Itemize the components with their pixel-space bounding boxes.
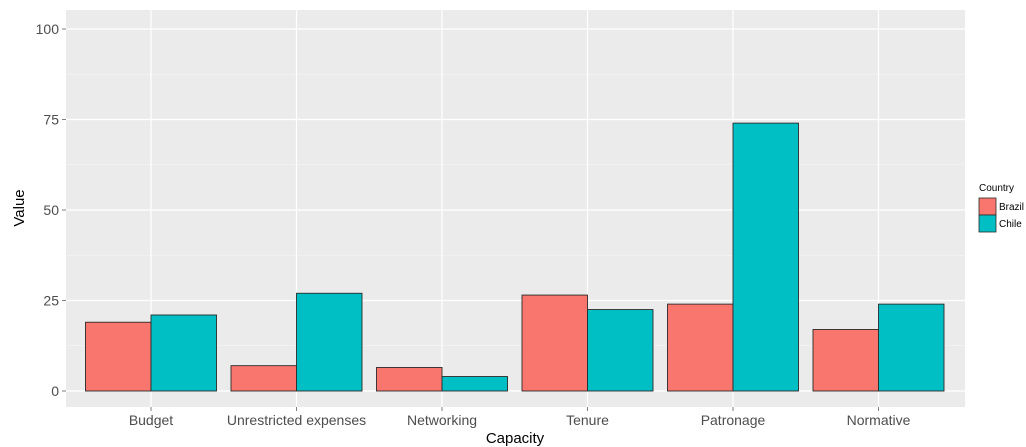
bar-brazil-normative	[812, 329, 879, 392]
bar-brazil-budget	[85, 321, 152, 392]
legend-key-brazil	[978, 197, 997, 216]
legend-title: Country	[979, 183, 1014, 194]
bar-chile-normative	[878, 303, 945, 392]
bar-chile-patronage	[732, 122, 799, 392]
y-tick-label: 100	[36, 21, 60, 37]
legend-label-chile: Chile	[999, 219, 1022, 230]
legend-key-chile	[978, 214, 997, 233]
x-tick-label: Unrestricted expenses	[227, 412, 366, 428]
x-tick-label: Networking	[407, 412, 477, 428]
bar-chile-unrestricted-expenses	[296, 292, 363, 392]
bar-brazil-unrestricted-expenses	[230, 365, 297, 392]
x-tick-label: Budget	[129, 412, 173, 428]
x-axis-ticks: Budget Unrestricted expenses Networking Ten…	[129, 407, 911, 428]
y-tick-label: 0	[51, 383, 59, 399]
x-axis-title: Capacity	[486, 430, 545, 447]
bar-chile-budget	[150, 314, 217, 392]
legend: Country Brazil Chile	[978, 183, 1024, 233]
bar-brazil-patronage	[667, 303, 734, 392]
x-tick-label: Normative	[847, 412, 911, 428]
bar-brazil-tenure	[521, 294, 588, 392]
legend-label-brazil: Brazil	[999, 202, 1024, 213]
y-tick-label: 50	[43, 202, 59, 218]
y-axis-ticks: 0 25 50 75 100	[36, 21, 66, 399]
y-tick-label: 75	[43, 112, 59, 128]
y-axis-title: Value	[11, 189, 28, 226]
x-tick-label: Tenure	[566, 412, 609, 428]
bar-chile-networking	[441, 376, 508, 392]
y-tick-label: 25	[43, 293, 59, 309]
x-tick-label: Patronage	[701, 412, 766, 428]
bar-brazil-networking	[376, 367, 443, 392]
bar-chile-tenure	[587, 309, 654, 392]
bar-marks	[85, 122, 945, 392]
